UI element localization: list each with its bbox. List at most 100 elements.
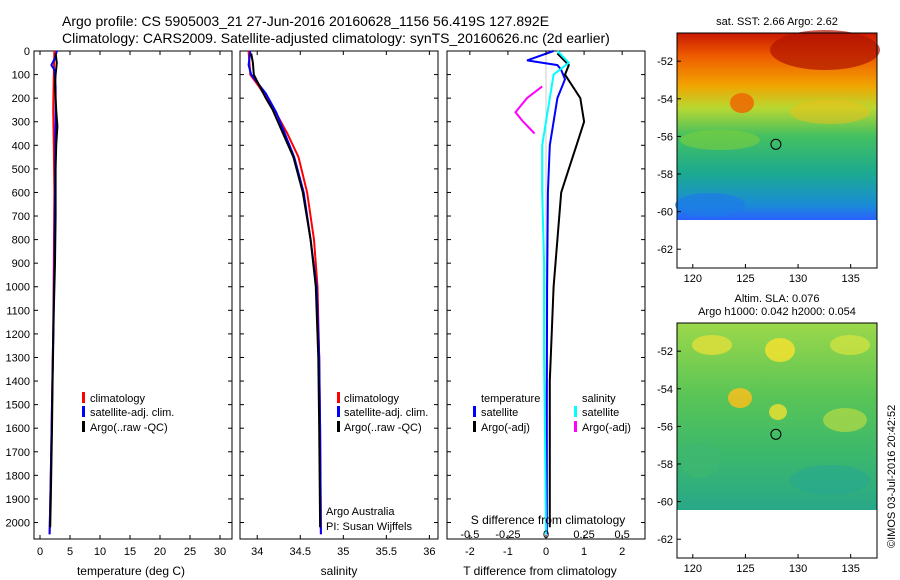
sst-map-panel: sat. SST: 2.66 Argo: 2.62 -52 -54 -56 -58 -6… [657, 16, 880, 285]
sla-high-3 [830, 335, 870, 355]
legend-label-t-satellite: satellite [481, 407, 518, 419]
salinity-panel: 34 34.5 35 35.5 36 salinity climatology sate… [239, 50, 439, 578]
y-tick-label: 1900 [6, 494, 30, 506]
x-tick-label: 0 [37, 546, 43, 558]
legend-header-salinity: salinity [582, 393, 616, 405]
map-y-tick-label: -62 [657, 534, 673, 546]
legend-swatch-climatology [82, 392, 85, 403]
x-tick-label: 1 [581, 546, 587, 558]
annotation-argo-australia: Argo Australia [326, 506, 395, 518]
sst-cold-patch [675, 193, 745, 217]
legend-label-s-argo: Argo(-adj) [582, 422, 631, 434]
legend-swatch-argo [82, 421, 85, 432]
sst-green-band [680, 130, 760, 150]
argo-position-marker [770, 428, 782, 440]
sla-map-frame [676, 322, 878, 559]
map-y-tick-label: -56 [657, 131, 673, 143]
map-y-tick-label: -56 [657, 421, 673, 433]
map-y-tick-label: -58 [657, 169, 673, 181]
x-tick-label: 35 [337, 546, 349, 558]
s-tick-label: -0.25 [495, 529, 520, 541]
y-tick-label: 300 [12, 117, 30, 129]
y-tick-label: 800 [12, 235, 30, 247]
s-tick-label: 0.25 [573, 529, 594, 541]
sst-warm-eddy [730, 93, 754, 113]
legend-swatch-t-argo [473, 421, 476, 432]
s-tick-label: 0 [543, 529, 549, 541]
y-tick-label: 1400 [6, 376, 30, 388]
series-line [49, 53, 59, 528]
y-tick-label: 400 [12, 140, 30, 152]
legend-label-satellite: satellite-adj. clim. [344, 407, 428, 419]
legend-label-argo: Argo(..raw -QC) [90, 422, 168, 434]
legend-label-climatology: climatology [344, 393, 400, 405]
sla-map-panel: Altim. SLA: 0.076 Argo h1000: 0.042 h200… [657, 293, 878, 575]
x-tick-label: 0 [543, 546, 549, 558]
x-tick-label: -2 [465, 546, 475, 558]
y-tick-label: 1000 [6, 282, 30, 294]
salinity-legend: climatology satellite-adj. clim. Argo(..… [337, 392, 428, 434]
x-tick-label: 2 [619, 546, 625, 558]
sla-high-5 [769, 404, 787, 420]
x-tick-label: 34 [251, 546, 263, 558]
sla-high-1 [692, 335, 732, 355]
figure-title-line-1: Argo profile: CS 5905003_21 27-Jun-2016 … [62, 13, 550, 29]
map-y-tick-label: -62 [657, 244, 673, 256]
temperature-legend: climatology satellite-adj. clim. Argo(..… [82, 392, 174, 434]
argo-position-marker [770, 138, 782, 150]
y-tick-label: 1800 [6, 470, 30, 482]
y-tick-label: 600 [12, 187, 30, 199]
y-tick-label: 0 [24, 46, 30, 58]
sla-low-2 [680, 442, 720, 478]
sla-high-6 [823, 408, 867, 432]
x-tick-label: 35.5 [376, 546, 397, 558]
legend-swatch-s-argo [574, 421, 577, 432]
annotation-pi: PI: Susan Wijffels [326, 521, 412, 533]
map-x-tick-label: 120 [684, 563, 702, 575]
legend-header-temperature: temperature [481, 393, 540, 405]
x-tick-label: 15 [124, 546, 136, 558]
y-tick-label: 500 [12, 164, 30, 176]
x-tick-label: 34.5 [290, 546, 311, 558]
x-tick-label: 10 [94, 546, 106, 558]
map-y-tick-label: -60 [657, 207, 673, 219]
y-tick-label: 1300 [6, 352, 30, 364]
map-y-tick-label: -54 [657, 384, 673, 396]
sla-heatmap [677, 323, 877, 510]
sla-high-2 [765, 338, 795, 362]
map-x-tick-label: 130 [789, 273, 807, 285]
map-y-tick-label: -52 [657, 56, 673, 68]
series-line [548, 52, 586, 528]
map-x-tick-label: 120 [684, 273, 702, 285]
legend-label-s-satellite: satellite [582, 407, 619, 419]
figure-title-line-2: Climatology: CARS2009. Satellite-adjuste… [62, 30, 610, 46]
map-y-tick-label: -52 [657, 346, 673, 358]
x-tick-label: 30 [214, 546, 226, 558]
map-x-tick-label: 125 [736, 563, 754, 575]
y-tick-label: 100 [12, 70, 30, 82]
y-tick-label: 1100 [6, 305, 30, 317]
series-line [250, 53, 322, 528]
x-tick-label: 5 [67, 546, 73, 558]
y-tick-label: 1600 [6, 423, 30, 435]
series-line [541, 50, 571, 535]
y-tick-label: 2000 [6, 517, 30, 529]
map-y-tick-label: -60 [657, 497, 673, 509]
x-tick-label: 25 [184, 546, 196, 558]
sla-map-subtitle: Argo h1000: 0.042 h2000: 0.054 [698, 306, 856, 318]
legend-swatch-s-satellite [574, 406, 577, 417]
temperature-panel: 0100200300400500600700800900100011001200… [6, 46, 233, 578]
legend-swatch-satellite [82, 406, 85, 417]
difference-legend: temperature salinity satellite Argo(-adj… [473, 393, 631, 434]
sst-yellow-band [790, 100, 870, 124]
sla-high-4 [728, 388, 752, 408]
y-tick-label: 200 [12, 93, 30, 105]
series-line [526, 50, 567, 535]
legend-swatch-t-satellite [473, 406, 476, 417]
map-y-tick-label: -58 [657, 459, 673, 471]
legend-swatch-satellite [337, 406, 340, 417]
t-difference-xlabel: T difference from climatology [463, 564, 617, 578]
y-tick-label: 1500 [6, 400, 30, 412]
sst-warm-patch [770, 30, 880, 70]
